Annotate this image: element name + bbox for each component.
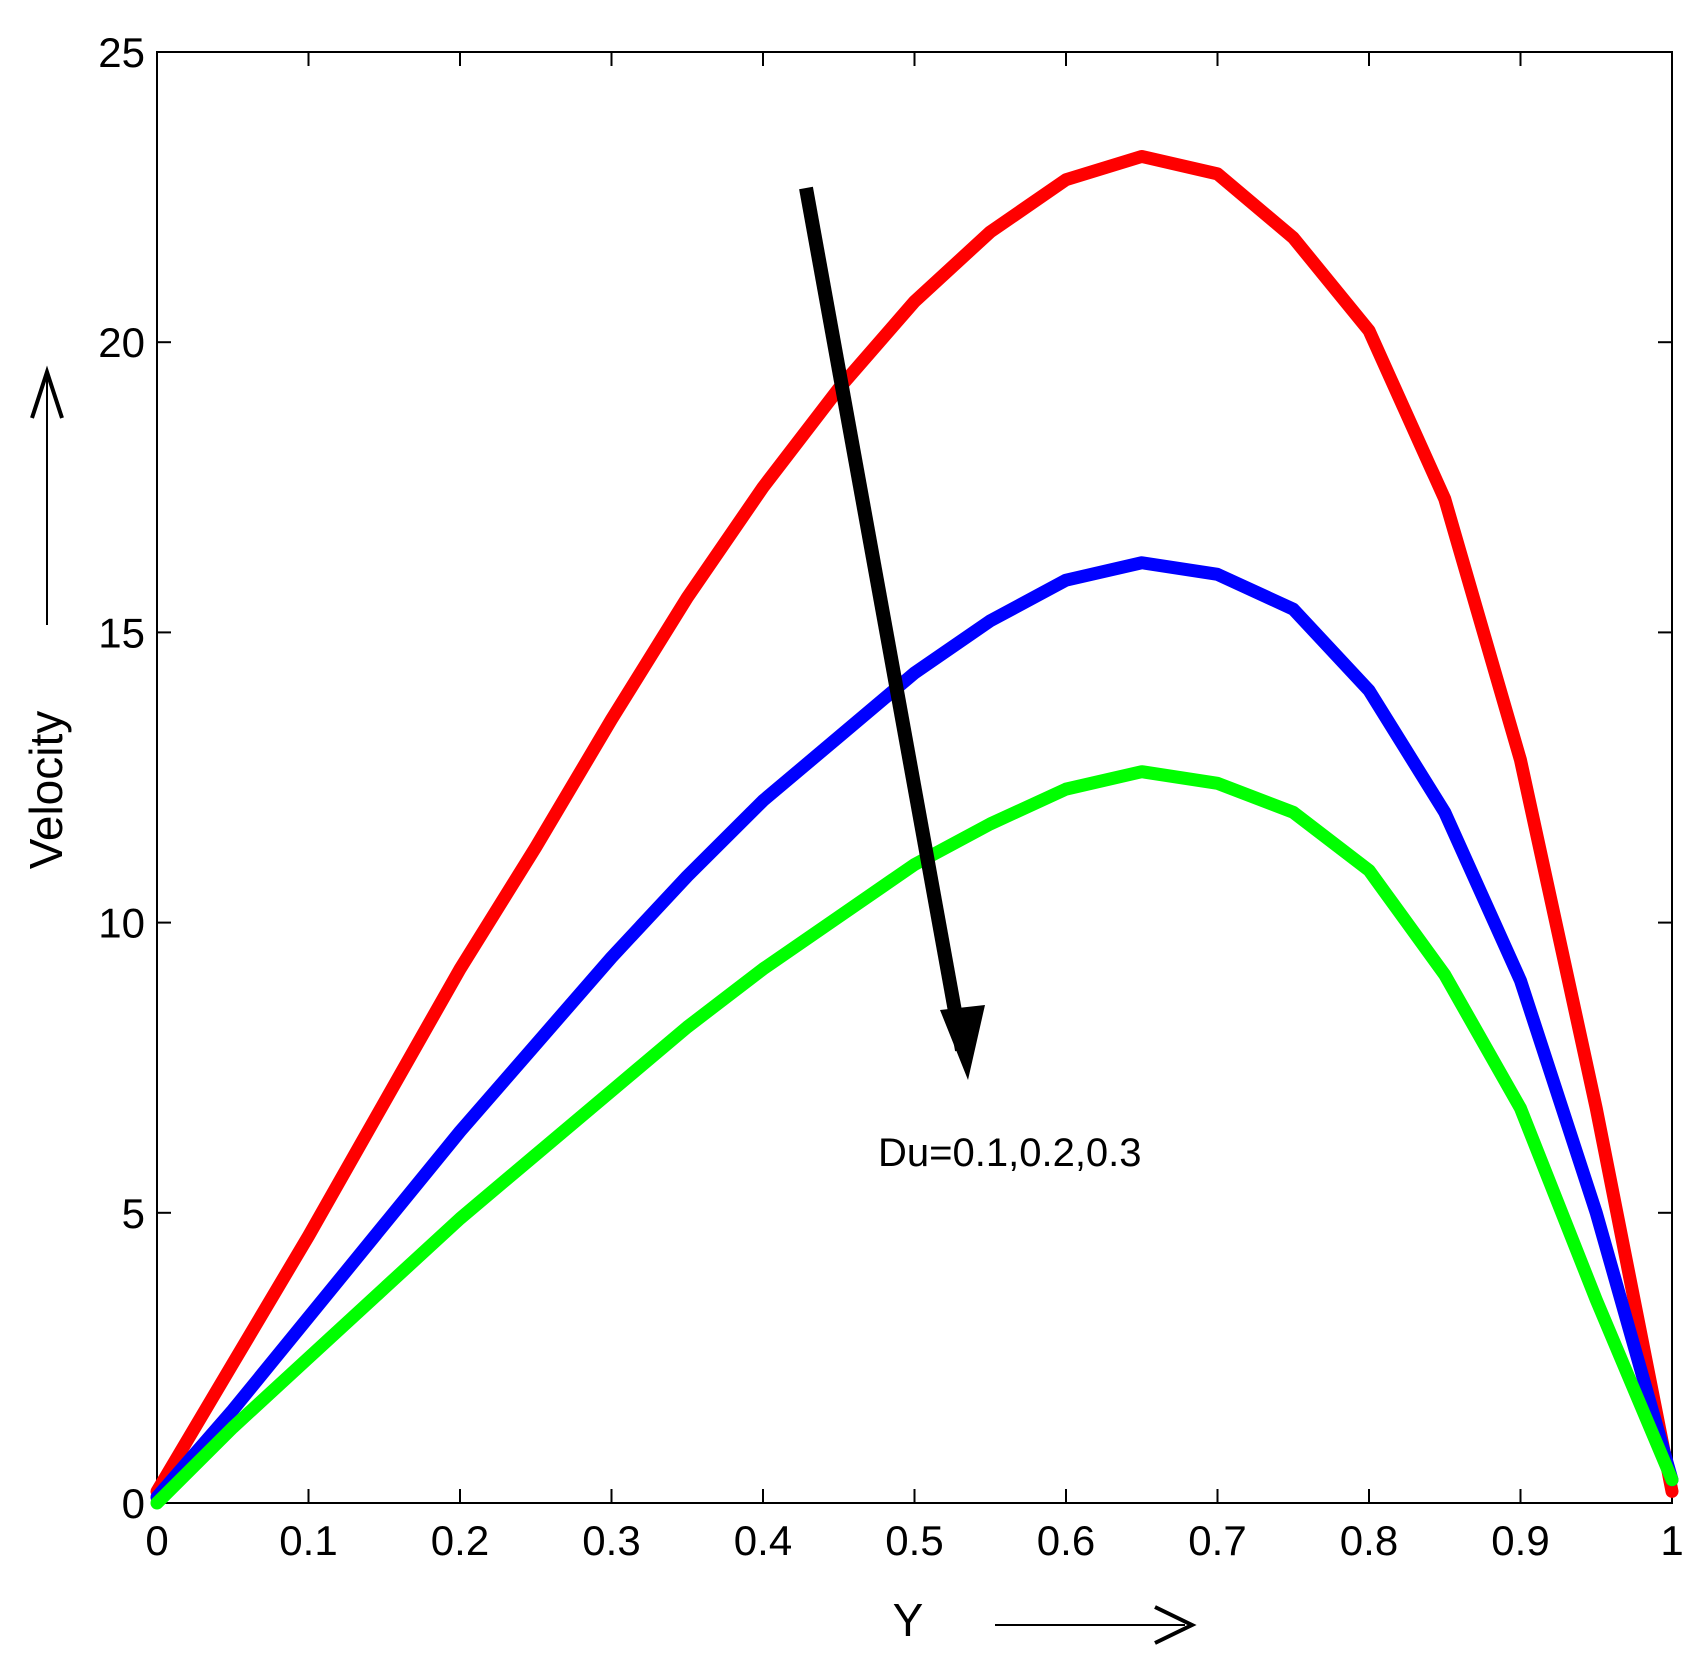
series-layer xyxy=(150,149,1679,1510)
x-direction-arrow xyxy=(995,1605,1197,1645)
y-tick-label: 10 xyxy=(98,900,145,947)
x-tick-label: 0.4 xyxy=(734,1517,792,1564)
x-tick-label: 1 xyxy=(1660,1517,1683,1564)
x-tick-label: 0 xyxy=(145,1517,168,1564)
y-tick-label: 0 xyxy=(122,1480,145,1527)
x-tick-label: 0.1 xyxy=(279,1517,337,1564)
series-line-3 xyxy=(150,765,1679,1510)
x-tick-label: 0.5 xyxy=(885,1517,943,1564)
x-tick-label: 0.3 xyxy=(582,1517,640,1564)
x-tick-label: 0.7 xyxy=(1188,1517,1246,1564)
arrow-shaft xyxy=(799,186,969,1052)
x-tick-label: 0.2 xyxy=(431,1517,489,1564)
series-line-1 xyxy=(150,149,1679,1498)
x-tick-label: 0.9 xyxy=(1491,1517,1549,1564)
y-tick-label: 5 xyxy=(122,1190,145,1237)
series-line-2 xyxy=(150,556,1679,1504)
y-tick-label: 25 xyxy=(98,29,145,76)
y-tick-label: 15 xyxy=(98,609,145,656)
x-tick-label: 0.6 xyxy=(1037,1517,1095,1564)
du-annotation: Du=0.1,0.2,0.3 xyxy=(878,1131,1142,1175)
y-axis-title: Velocity xyxy=(20,711,72,870)
y-direction-arrow xyxy=(30,365,64,625)
arrow-head xyxy=(940,1005,985,1080)
annotation-arrow xyxy=(799,186,985,1080)
y-tick-label: 20 xyxy=(98,319,145,366)
x-axis-title: Y xyxy=(893,1594,924,1646)
x-tick-label: 0.8 xyxy=(1340,1517,1398,1564)
